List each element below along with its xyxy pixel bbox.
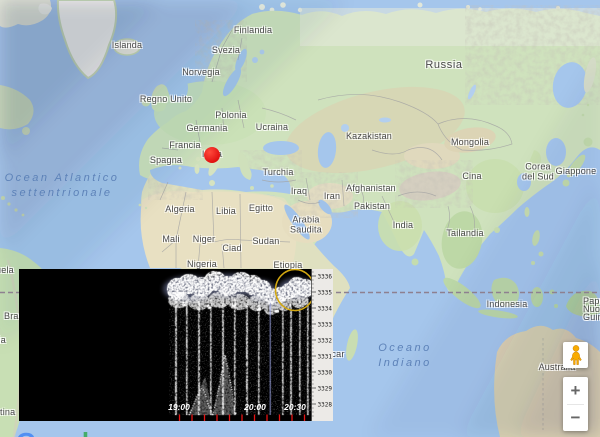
country-label-cina: Cina xyxy=(462,171,482,181)
google-logo-letter: g xyxy=(67,427,83,437)
spectrogram-inset: 19:00 20:00 20:30 xyxy=(19,269,333,421)
country-label-spagna: Spagna xyxy=(149,155,183,165)
zoom-out-button[interactable]: − xyxy=(570,408,581,428)
country-label-venezuela: Venezuela xyxy=(0,265,14,275)
time-tick-marks xyxy=(178,414,306,421)
country-label-giappone: Giappone xyxy=(555,166,597,176)
spectrogram-noise-band xyxy=(163,271,314,416)
country-label-corea-del-sud: Corea del Sud xyxy=(522,161,554,182)
y-axis-strip: 3336 3335 3334 3333 3332 3331 3330 3329 … xyxy=(311,269,333,421)
corea-line1: Corea xyxy=(525,161,551,172)
time-label-2030: 20:30 xyxy=(283,402,306,412)
pegman-button[interactable] xyxy=(563,342,588,368)
corea-line2: del Sud xyxy=(522,171,554,181)
indian-line1: Oceano xyxy=(378,342,432,354)
country-label-ciad: Ciad xyxy=(222,243,242,253)
google-logo-letter: l xyxy=(82,427,89,437)
country-label-indonesia: Indonesia xyxy=(486,299,528,309)
country-label-ucraina: Ucraina xyxy=(255,122,289,132)
country-label-turchia: Turchia xyxy=(262,167,294,177)
country-label-norvegia: Norvegia xyxy=(182,67,220,77)
y-axis-label-3333: 3333 xyxy=(318,321,333,328)
country-label-germania: Germania xyxy=(186,123,228,133)
country-label-tailandia: Tailandia xyxy=(446,228,484,238)
time-label-2000: 20:00 xyxy=(243,402,266,412)
country-label-arabia-saudita: Arabia Saudita xyxy=(290,214,322,235)
google-logo-letter: G xyxy=(16,427,36,437)
papua-line1: Papua xyxy=(583,296,600,306)
atlantic-line2: settentrionale xyxy=(11,187,113,199)
country-label-niger: Niger xyxy=(192,234,216,244)
country-label-afghanistan: Afghanistan xyxy=(346,183,396,193)
country-label-francia: Francia xyxy=(169,140,201,150)
indian-line2: Indiano xyxy=(378,357,432,369)
atlantic-line1: Ocean Atlantico xyxy=(4,172,120,184)
country-label-iraq: Iraq xyxy=(290,186,308,196)
arabia-line1: Arabia xyxy=(292,214,320,225)
country-label-finlandia: Finlandia xyxy=(233,25,273,35)
y-axis-label-3335: 3335 xyxy=(318,289,333,296)
country-label-algeria: Algeria xyxy=(165,204,195,214)
y-axis-label-3330: 3330 xyxy=(318,369,333,376)
papua-line3: Guinea xyxy=(583,312,600,322)
zoom-control: + − xyxy=(563,377,588,431)
country-label-brasile: Brasile xyxy=(4,312,33,321)
y-axis-label-3334: 3334 xyxy=(318,305,333,312)
spectrogram-plot: 19:00 20:00 20:30 xyxy=(19,269,333,421)
google-logo-letter: o xyxy=(51,427,67,437)
country-label-polonia: Polonia xyxy=(215,110,247,120)
country-borders xyxy=(159,29,513,269)
google-logo-letter: e xyxy=(89,427,103,437)
country-label-libia: Libia xyxy=(215,206,237,216)
map-marker[interactable] xyxy=(204,147,220,163)
country-label-australia: Australia xyxy=(538,362,576,372)
country-label-pakistan: Pakistan xyxy=(353,201,391,211)
arabia-line2: Saudita xyxy=(290,224,322,234)
google-logo[interactable]: Google xyxy=(16,427,103,437)
country-label-mali: Mali xyxy=(162,234,180,244)
y-axis-label-3331: 3331 xyxy=(318,353,333,360)
pegman-icon xyxy=(569,345,582,365)
country-label-islanda: Islanda xyxy=(111,40,143,50)
y-axis-label-3328: 3328 xyxy=(318,401,333,408)
country-label-sudan: Sudan xyxy=(252,236,280,246)
country-label-egitto: Egitto xyxy=(248,203,274,213)
country-label-bolivia: Bolivia xyxy=(0,335,6,345)
y-axis-label-3336: 3336 xyxy=(318,273,333,280)
country-label-iran: Iran xyxy=(323,191,341,201)
y-axis-label-3329: 3329 xyxy=(318,385,333,392)
zoom-in-button[interactable]: + xyxy=(570,380,581,400)
country-label-argentina: Argentina xyxy=(0,407,16,417)
country-label-svezia: Svezia xyxy=(211,45,241,55)
country-label-russia: Russia xyxy=(425,59,463,71)
country-label-etiopia: Etiopia xyxy=(273,260,303,270)
country-label-regno-unito: Regno Unito xyxy=(139,94,193,104)
country-label-kazakistan: Kazakistan xyxy=(345,131,393,141)
google-logo-letter: o xyxy=(36,427,52,437)
ocean-label-indian-ocean: Oceano Indiano xyxy=(378,341,432,371)
ocean-label-north-atlantic: Ocean Atlantico settentrionale xyxy=(5,171,120,201)
zoom-control-divider xyxy=(567,403,584,405)
country-label-mongolia: Mongolia xyxy=(450,137,490,147)
time-label-1900: 19:00 xyxy=(168,402,190,412)
country-label-nigeria: Nigeria xyxy=(187,259,217,269)
country-label-papua-nuova-guinea: Papua Nuova Guinea xyxy=(583,296,600,322)
y-axis-label-3332: 3332 xyxy=(318,337,333,344)
papua-line2: Nuova xyxy=(583,304,600,314)
country-label-india: India xyxy=(392,220,414,230)
